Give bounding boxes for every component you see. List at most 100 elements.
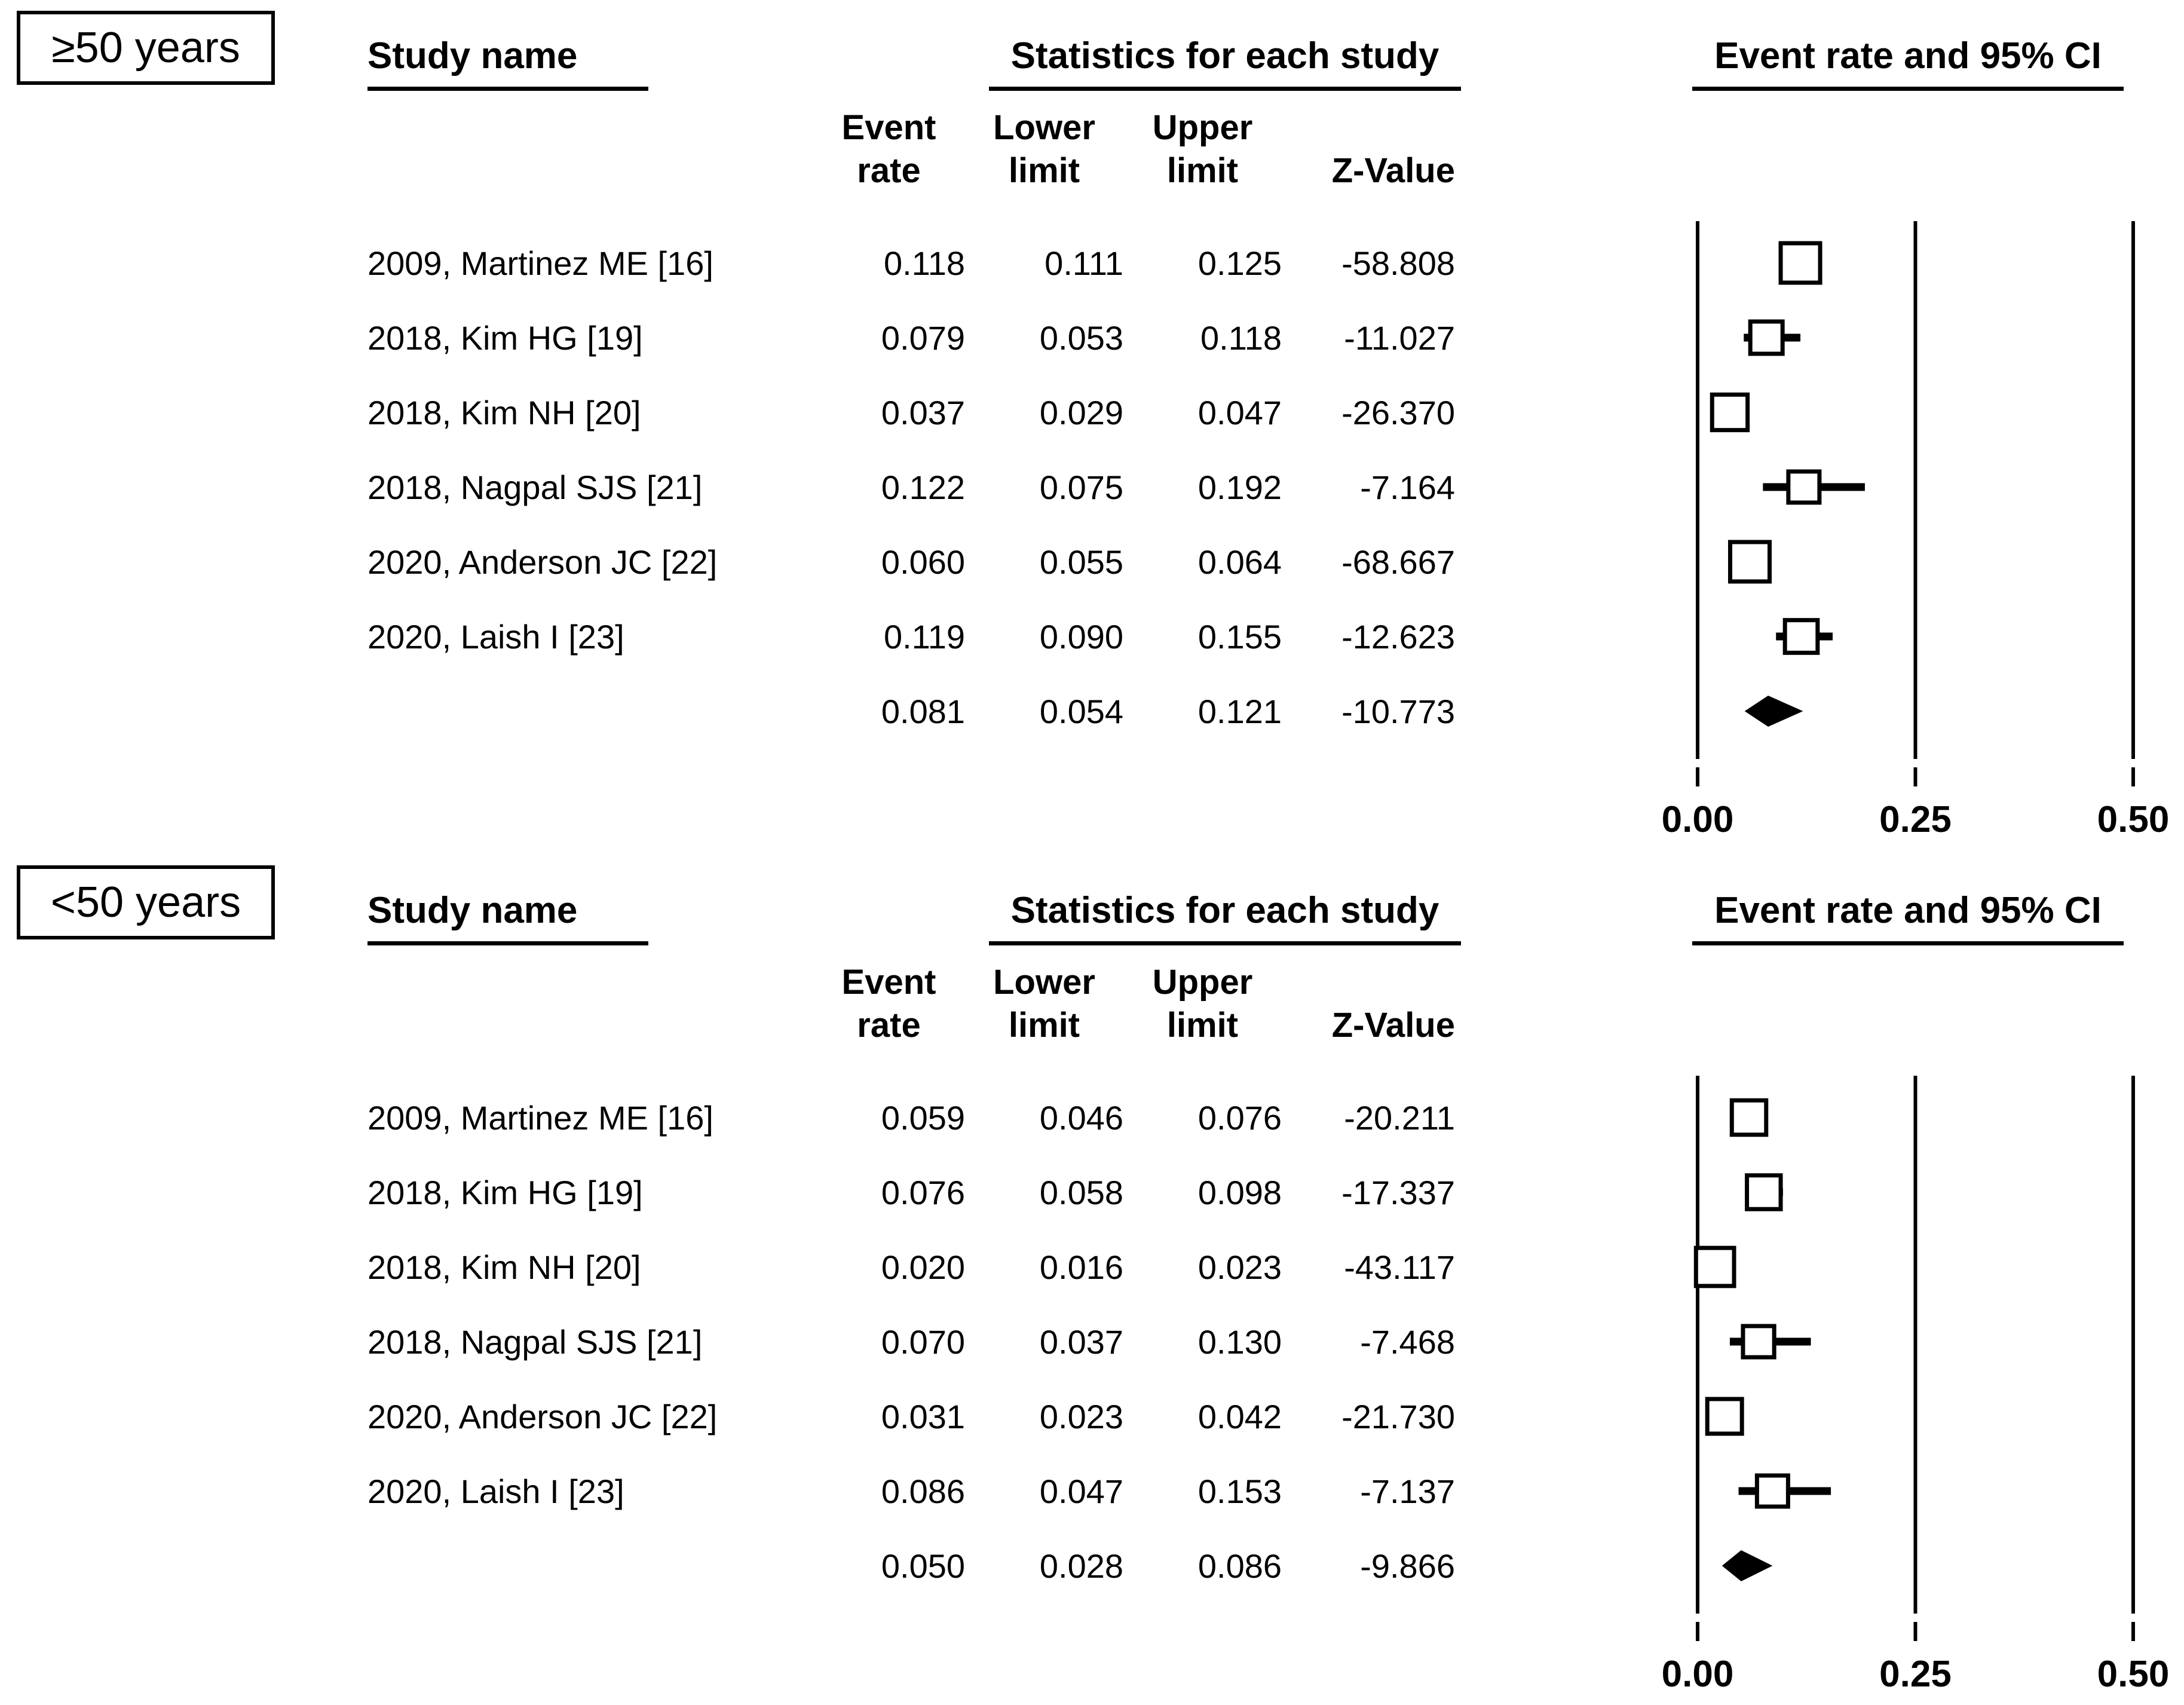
upper-limit-value: 0.047: [1197, 394, 1282, 431]
event-rate-square: [1710, 392, 1750, 433]
lower-limit-column-header: Lower limit: [993, 108, 1095, 190]
summary-diamond: [1722, 1550, 1773, 1581]
summary-row: 0.050 0.028 0.086 -9.866: [367, 1529, 1455, 1603]
statistics-header: Statistics for each study: [989, 35, 1461, 91]
summary-diamond: [1744, 696, 1803, 727]
study-name: 2020, Anderson JC [22]: [367, 1398, 718, 1435]
z-value-column-header: Z-Value: [1331, 1006, 1455, 1045]
upper-limit-value: 0.121: [1197, 693, 1282, 730]
forest-plot: [1696, 221, 2135, 786]
study-name: 2018, Kim HG [19]: [367, 319, 643, 357]
study-name: 2018, Nagpal SJS [21]: [367, 1323, 703, 1361]
study-row: 2020, Anderson JC [22] 0.060 0.055 0.064 -68…: [367, 525, 1455, 599]
lower-limit-value: 0.046: [1039, 1099, 1123, 1137]
study-name: 2009, Martinez ME [16]: [367, 1099, 713, 1137]
forest-plot: [1693, 1076, 2135, 1641]
z-value: -11.027: [1344, 319, 1455, 357]
study-row: 2020, Laish I [23] 0.119 0.090 0.155 -12.623: [367, 599, 1455, 674]
upper-limit-column-header: Upper limit: [1152, 963, 1253, 1045]
lower-limit-value: 0.053: [1039, 319, 1123, 357]
z-value: -20.211: [1344, 1099, 1455, 1137]
z-value: -10.773: [1341, 693, 1455, 730]
upper-limit-value: 0.118: [1200, 319, 1282, 357]
axis-label: 0.50: [2097, 799, 2170, 840]
study-row: 2018, Nagpal SJS [21] 0.122 0.075 0.192 -7.1…: [367, 450, 1455, 525]
event-rate-value: 0.070: [881, 1323, 965, 1361]
study-name: 2020, Laish I [23]: [367, 618, 624, 656]
study-row: 2009, Martinez ME [16] 0.118 0.111 0.125 -58…: [367, 226, 1455, 301]
lower-limit-value: 0.016: [1039, 1248, 1123, 1286]
study-name: 2009, Martinez ME [16]: [367, 244, 713, 282]
study-row: 2018, Kim HG [19] 0.079 0.053 0.118 -11.027: [367, 301, 1455, 375]
age-group-label-box: <50 years: [17, 865, 275, 939]
event-rate-square: [1745, 1173, 1783, 1211]
lower-limit-value: 0.090: [1039, 618, 1123, 656]
study-table: 2009, Martinez ME [16] 0.059 0.046 0.076 -20…: [367, 1080, 1455, 1603]
z-value: -9.866: [1360, 1547, 1455, 1585]
study-row: 2020, Laish I [23] 0.086 0.047 0.153 -7.137: [367, 1454, 1455, 1529]
z-value: -58.808: [1341, 244, 1455, 282]
upper-limit-value: 0.153: [1197, 1473, 1282, 1510]
z-value: -7.468: [1360, 1323, 1455, 1361]
lower-limit-value: 0.047: [1039, 1473, 1123, 1510]
study-table: 2009, Martinez ME [16] 0.118 0.111 0.125 -58…: [367, 226, 1455, 749]
x-axis: 0.00 0.25 0.50: [0, 1653, 2184, 1701]
event-rate-square: [1693, 1245, 1736, 1288]
forest-panel-under-50: <50 years Study name Statistics for each…: [0, 855, 2184, 1705]
event-rate-square: [1705, 1397, 1744, 1436]
upper-limit-value: 0.023: [1197, 1248, 1282, 1286]
summary-row: 0.081 0.054 0.121 -10.773: [367, 674, 1455, 749]
z-value: -21.730: [1341, 1398, 1455, 1435]
event-rate-value: 0.079: [881, 319, 965, 357]
upper-limit-value: 0.064: [1197, 543, 1282, 581]
column-subheaders: Event rate Lower limit Upper limit Z-Val…: [367, 961, 1455, 1047]
study-row: 2018, Nagpal SJS [21] 0.070 0.037 0.130 -7.4…: [367, 1305, 1455, 1379]
z-value: -7.137: [1360, 1473, 1455, 1510]
event-rate-value: 0.076: [881, 1174, 965, 1211]
plot-header: Event rate and 95% CI: [1692, 889, 2124, 945]
study-name: 2018, Kim HG [19]: [367, 1174, 643, 1211]
event-rate-value: 0.119: [884, 618, 965, 656]
study-row: 2020, Anderson JC [22] 0.031 0.023 0.042 -21…: [367, 1379, 1455, 1454]
plot-header: Event rate and 95% CI: [1692, 35, 2124, 91]
upper-limit-column-header: Upper limit: [1152, 108, 1253, 190]
upper-limit-value: 0.125: [1197, 244, 1282, 282]
study-row: 2018, Kim NH [20] 0.020 0.016 0.023 -43.117: [367, 1230, 1455, 1305]
z-value: -26.370: [1341, 394, 1455, 431]
lower-limit-value: 0.075: [1039, 469, 1123, 506]
statistics-header: Statistics for each study: [989, 889, 1461, 945]
event-rate-value: 0.059: [881, 1099, 965, 1137]
axis-label: 0.00: [1661, 799, 1734, 840]
z-value: -12.623: [1341, 618, 1455, 656]
event-rate-value: 0.086: [881, 1473, 965, 1510]
z-value: -68.667: [1341, 543, 1455, 581]
upper-limit-value: 0.130: [1197, 1323, 1282, 1361]
event-rate-value: 0.031: [881, 1398, 965, 1435]
event-rate-square: [1748, 319, 1785, 356]
lower-limit-value: 0.029: [1039, 394, 1123, 431]
column-subheaders: Event rate Lower limit Upper limit Z-Val…: [367, 106, 1455, 192]
upper-limit-value: 0.042: [1197, 1398, 1282, 1435]
age-group-label: ≥50 years: [51, 24, 240, 72]
study-name: 2018, Nagpal SJS [21]: [367, 469, 703, 506]
event-rate-square: [1786, 469, 1822, 505]
lower-limit-column-header: Lower limit: [993, 963, 1095, 1045]
lower-limit-value: 0.111: [1044, 244, 1123, 282]
study-name-header: Study name: [367, 889, 648, 945]
study-name: 2020, Laish I [23]: [367, 1473, 624, 1510]
upper-limit-value: 0.076: [1197, 1099, 1282, 1137]
z-value: -43.117: [1344, 1248, 1455, 1286]
study-name: 2020, Anderson JC [22]: [367, 543, 718, 581]
event-rate-value: 0.081: [881, 693, 965, 730]
lower-limit-value: 0.037: [1039, 1323, 1123, 1361]
event-rate-value: 0.118: [884, 244, 965, 282]
forest-panel-over-50: ≥50 years Study name Statistics for each…: [0, 0, 2184, 850]
event-rate-value: 0.122: [881, 469, 965, 506]
upper-limit-value: 0.155: [1197, 618, 1282, 656]
lower-limit-value: 0.054: [1039, 693, 1123, 730]
event-rate-square: [1741, 1324, 1776, 1360]
upper-limit-value: 0.098: [1197, 1174, 1282, 1211]
event-rate-square: [1778, 241, 1822, 285]
lower-limit-value: 0.055: [1039, 543, 1123, 581]
lower-limit-value: 0.028: [1039, 1547, 1123, 1585]
